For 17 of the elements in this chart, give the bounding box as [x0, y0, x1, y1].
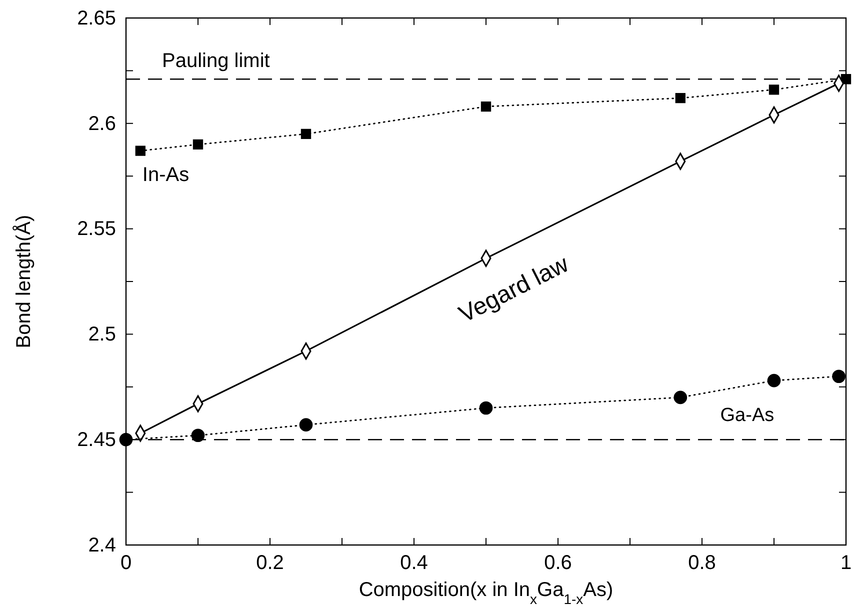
y-tick-label: 2.65	[77, 7, 116, 30]
x-tick-label: 0.6	[544, 552, 572, 574]
ref-line-label: Pauling limit	[162, 50, 270, 72]
x-axis-title: Composition(x in In$_{x}$Ga$_{1-x}$As)	[358, 579, 614, 607]
x-tick-label: 0.8	[688, 552, 716, 574]
series-label: Ga-As	[720, 405, 774, 426]
series-label: In-As	[142, 164, 190, 186]
x-tick-label: 0.4	[400, 552, 428, 574]
y-tick-label: 2.45	[77, 429, 116, 451]
x-tick-label: 1	[840, 552, 852, 574]
y-tick-label: 2.4	[88, 534, 116, 556]
y-axis-title: Bond length(Å)	[12, 214, 35, 348]
y-tick-label: 2.5	[88, 324, 116, 346]
y-tick-label: 2.6	[88, 112, 116, 135]
x-tick-label: 0.2	[256, 552, 284, 574]
x-tick-label: 0	[120, 552, 132, 574]
y-tick-label: 2.55	[77, 218, 116, 240]
